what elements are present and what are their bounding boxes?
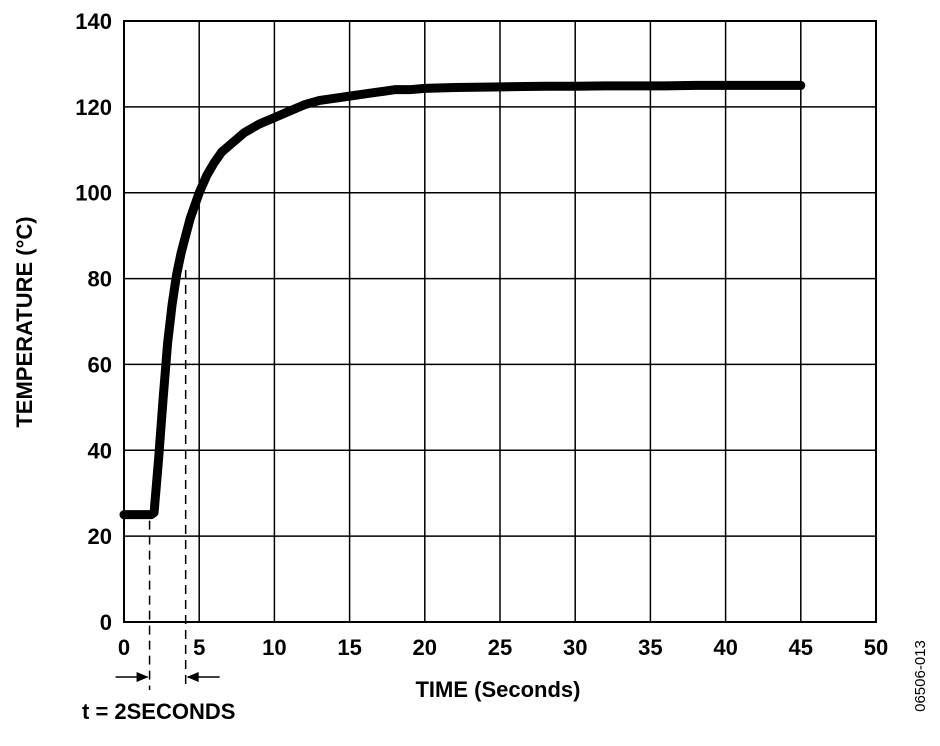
tick-labels: 0 5 10 15 20 25 30 35 40 45 50 0 20 40 60 80 100 120 140: [75, 9, 888, 660]
x-tick-label: 30: [563, 635, 587, 660]
figure-id-label: 06506-013: [912, 640, 929, 712]
x-axis-label: TIME (Seconds): [415, 677, 580, 702]
y-tick-label: 80: [88, 267, 112, 292]
plot-frame: [123, 20, 877, 623]
interval-start-arrowhead: [136, 672, 149, 682]
y-tick-label: 120: [75, 95, 112, 120]
x-tick-label: 15: [337, 635, 361, 660]
y-axis-label: TEMPERATURE (°C): [12, 216, 37, 427]
y-tick-label: 100: [75, 181, 112, 206]
interval-annotation-label: t = 2SECONDS: [82, 699, 235, 724]
x-tick-label: 5: [193, 635, 205, 660]
interval-annotation: [115, 269, 220, 690]
y-tick-label: 40: [88, 438, 112, 463]
x-tick-label: 50: [864, 635, 888, 660]
x-tick-label: 10: [262, 635, 286, 660]
y-tick-label: 20: [88, 524, 112, 549]
series-group: [119, 80, 806, 520]
series-line-0: [119, 80, 806, 520]
x-tick-label: 20: [413, 635, 437, 660]
interval-end-arrowhead: [186, 672, 199, 682]
x-tick-label: 35: [638, 635, 662, 660]
x-tick-label: 25: [488, 635, 512, 660]
x-tick-label: 40: [713, 635, 737, 660]
y-tick-label: 0: [100, 610, 112, 635]
y-tick-label: 60: [88, 352, 112, 377]
grid-lines: [124, 21, 876, 622]
x-tick-label: 0: [118, 635, 130, 660]
y-tick-label: 140: [75, 9, 112, 34]
x-tick-label: 45: [789, 635, 813, 660]
